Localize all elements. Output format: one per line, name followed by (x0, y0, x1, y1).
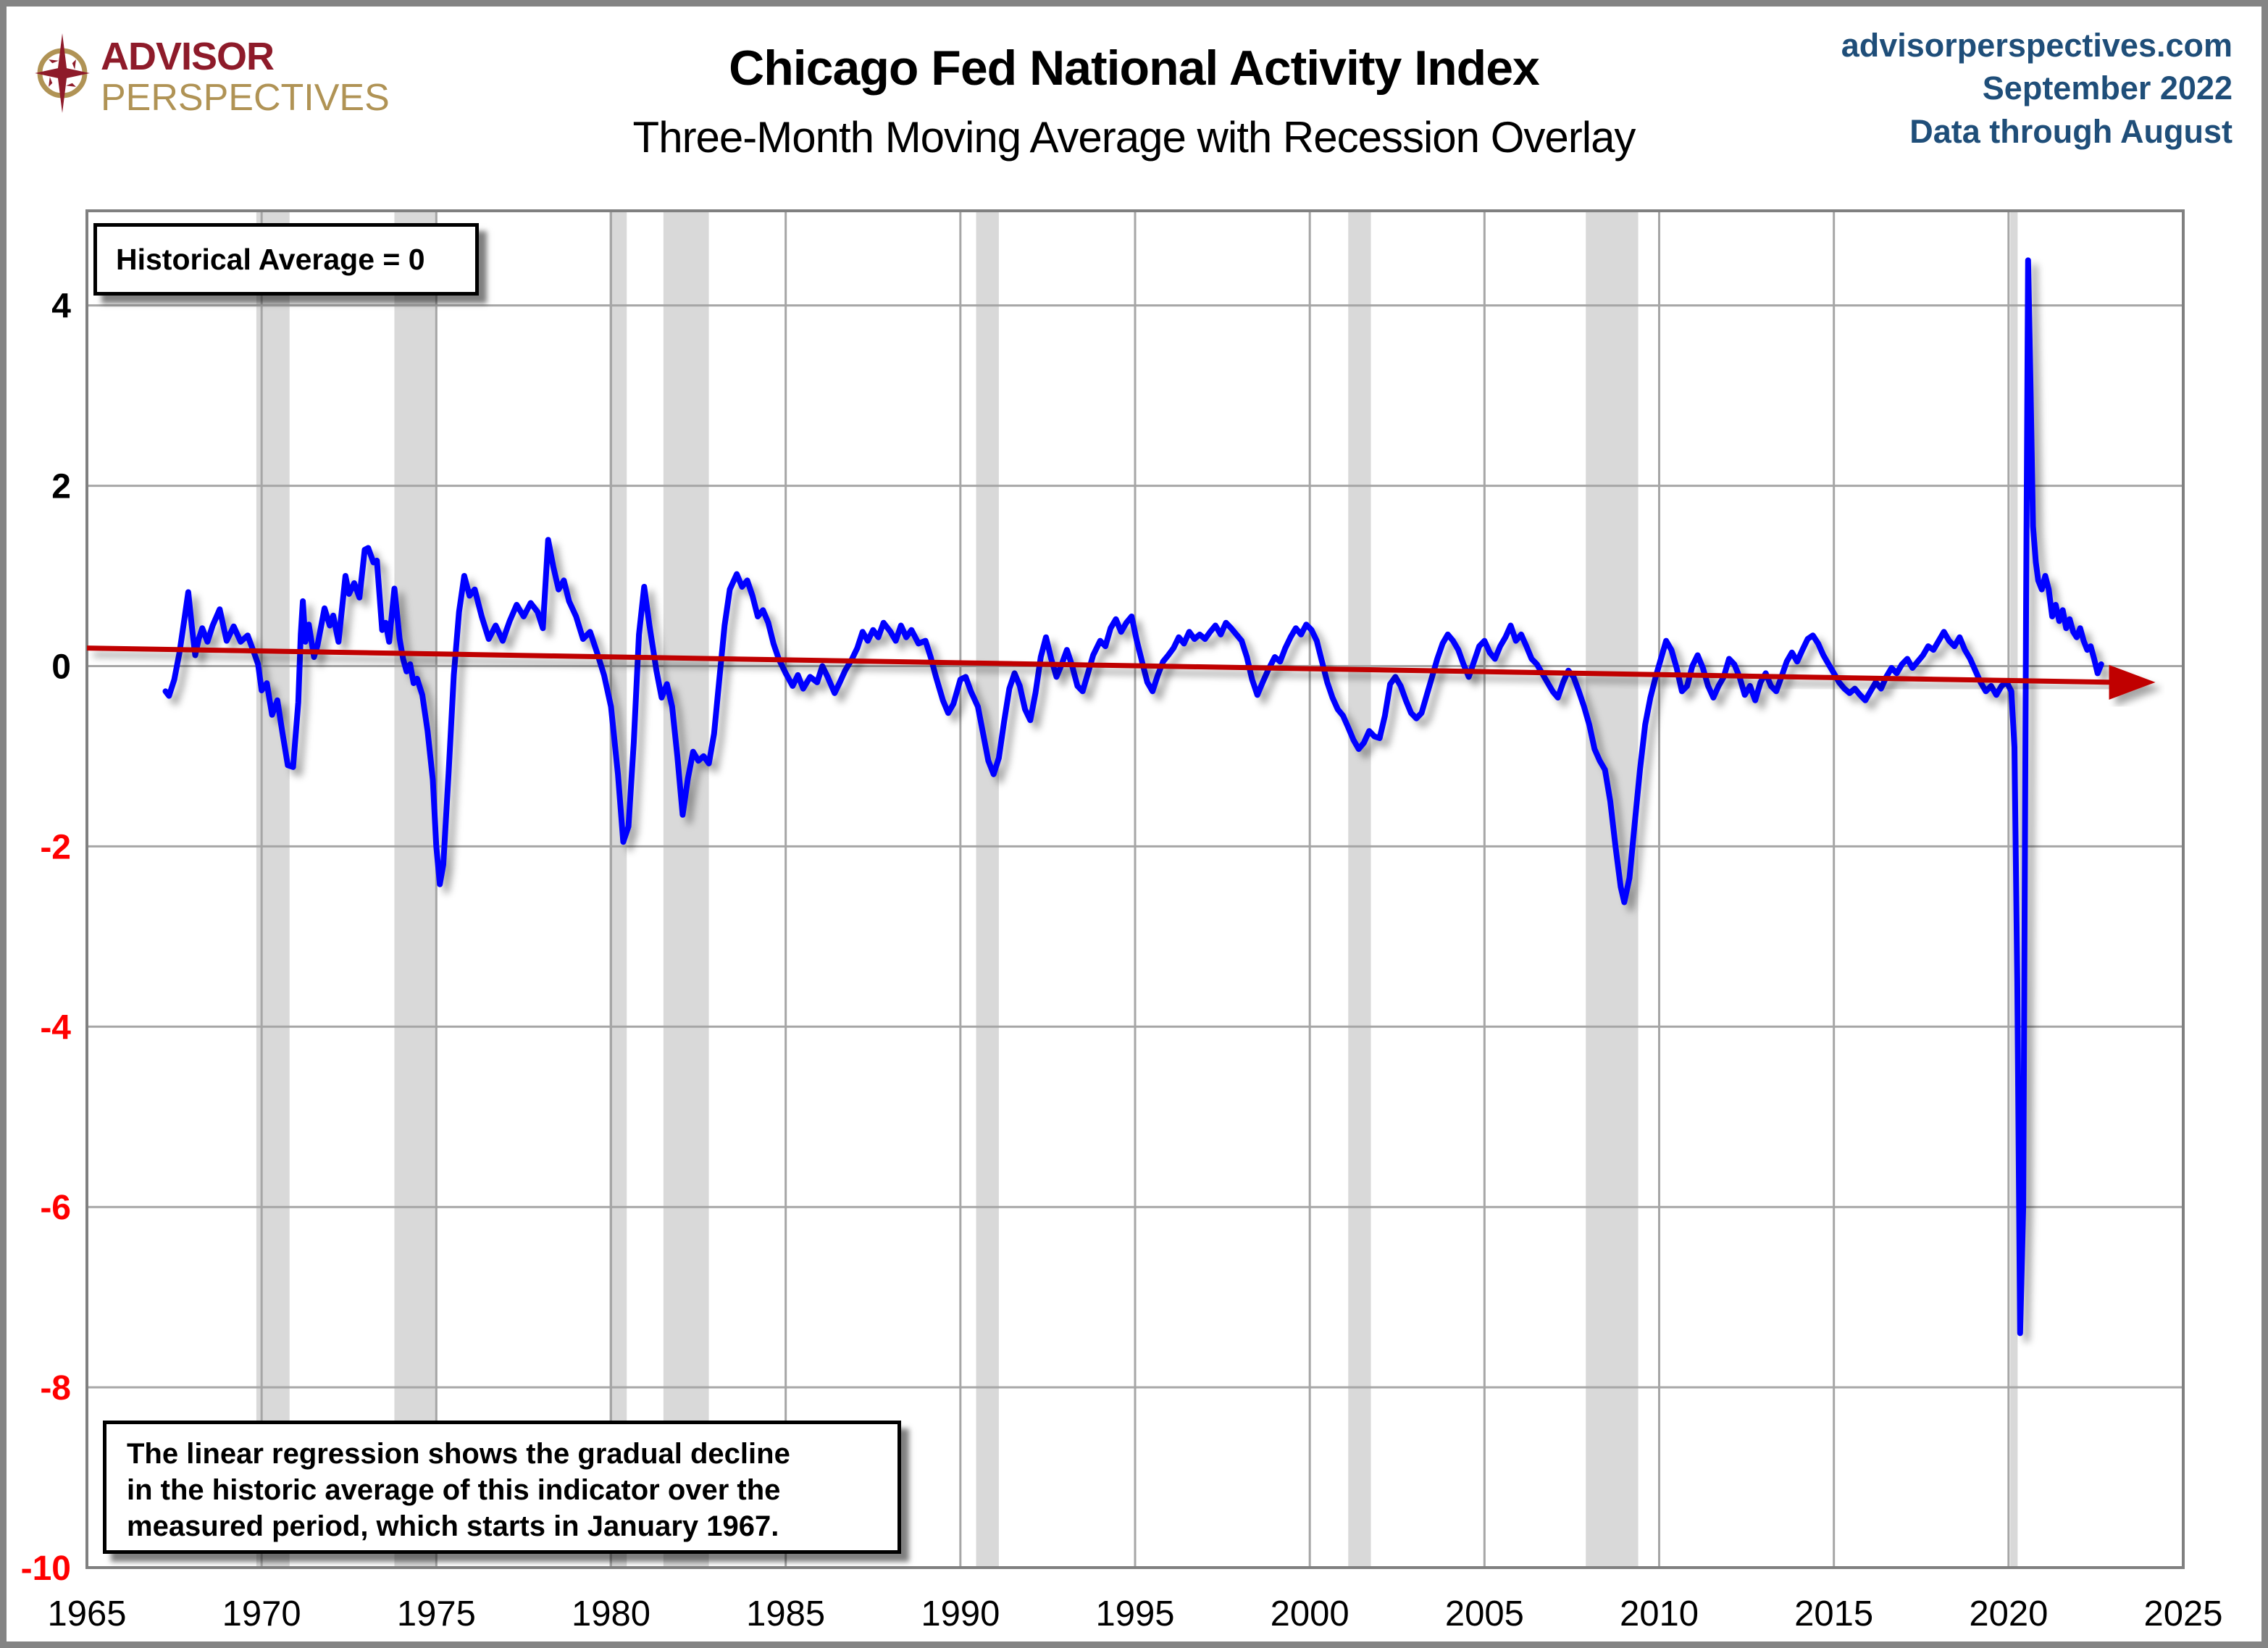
y-axis-label--4: -4 (40, 1008, 71, 1047)
regression-note-line: in the historic average of this indicato… (127, 1474, 781, 1506)
source-website: advisorperspectives.com (1841, 27, 2233, 64)
regression-note-callout: The linear regression shows the gradual … (103, 1421, 901, 1554)
page-title: Chicago Fed National Activity Index (729, 41, 1540, 96)
x-axis-label-1980: 1980 (572, 1594, 650, 1634)
recession-band (1586, 211, 1639, 1568)
chart-plot: 4 2 0 -2 -4 -6 -8 -10 1965 1970 1975 1980 1985 1990 19… (21, 209, 2223, 1634)
regression-note-line: measured period, which starts in January… (127, 1510, 779, 1542)
cfnai-ma3-line (162, 257, 2104, 1337)
y-axis-label--10: -10 (21, 1549, 71, 1588)
plot-border (85, 209, 2185, 1569)
x-axis-label-1990: 1990 (921, 1594, 1000, 1634)
source-date: September 2022 (1982, 70, 2233, 107)
regression-arrowhead (2109, 664, 2156, 700)
x-axis-label-2010: 2010 (1620, 1594, 1699, 1634)
x-axis-label-1995: 1995 (1095, 1594, 1174, 1634)
y-axis-label--8: -8 (40, 1369, 71, 1408)
y-axis-label-2: 2 (51, 468, 71, 506)
compass-rose-icon (35, 33, 90, 114)
source-block: advisorperspectives.com September 2022 D… (1841, 24, 2233, 153)
recession-band (394, 211, 437, 1568)
x-axis-label-1985: 1985 (746, 1594, 825, 1634)
regression-note-line: The linear regression shows the gradual … (127, 1438, 790, 1470)
recession-band (663, 211, 709, 1568)
advisor-perspectives-logo: ADVISOR PERSPECTIVES (31, 33, 390, 117)
historical-average-callout: Historical Average = 0 (93, 223, 479, 296)
page-subtitle: Three-Month Moving Average with Recessio… (632, 113, 1636, 162)
y-axis-label--2: -2 (40, 828, 71, 866)
y-axis-label-4: 4 (51, 288, 71, 326)
x-axis-label-2005: 2005 (1445, 1594, 1524, 1634)
historical-average-text: Historical Average = 0 (116, 242, 425, 276)
logo-word-perspectives: PERSPECTIVES (101, 77, 390, 119)
recession-band (976, 211, 999, 1568)
x-axis-label-2025: 2025 (2143, 1594, 2222, 1634)
regression-line (86, 645, 2114, 685)
recession-band (609, 211, 627, 1568)
source-data-through: Data through August (1909, 112, 2233, 150)
x-axis-label-2015: 2015 (1794, 1594, 1873, 1634)
recession-band (1348, 211, 1371, 1568)
title-block: Chicago Fed National Activity Index Thre… (633, 40, 1636, 162)
logo-word-advisor: ADVISOR (101, 35, 275, 78)
x-axis-label-2000: 2000 (1271, 1594, 1349, 1634)
x-axis-label-1965: 1965 (47, 1594, 126, 1634)
y-axis-label-0: 0 (51, 648, 71, 686)
x-axis-label-1975: 1975 (397, 1594, 476, 1634)
y-axis-label--6: -6 (40, 1189, 71, 1227)
x-axis-label-1970: 1970 (222, 1594, 301, 1634)
x-axis-label-2020: 2020 (1969, 1594, 2048, 1634)
